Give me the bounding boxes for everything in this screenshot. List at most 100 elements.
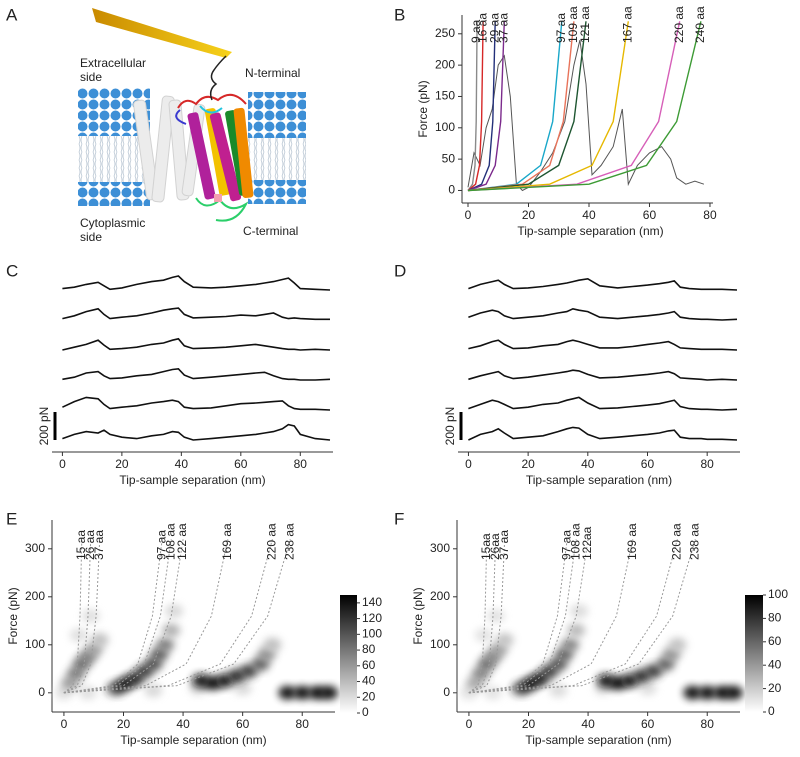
density-cell	[668, 637, 687, 652]
membrane-heads	[248, 92, 306, 138]
x-axis-title: Tip-sample separation (nm)	[120, 733, 266, 747]
x-tick-label: 0	[465, 457, 472, 471]
x-tick-label: 60	[234, 457, 248, 471]
colorbar-tick-label: 20	[768, 681, 782, 695]
density-cell	[156, 637, 175, 652]
density-cell	[144, 683, 163, 698]
fit-label: 240 aa	[693, 6, 707, 43]
fit-label: 37 aa	[92, 530, 106, 560]
colorbar-tick-label: 140	[362, 595, 382, 609]
fit-label: 220 aa	[670, 523, 684, 560]
x-tick-label: 40	[582, 208, 596, 222]
force-trace	[62, 337, 331, 351]
y-tick-label: 0	[38, 685, 45, 699]
density-cell	[81, 609, 100, 623]
x-tick-label: 60	[643, 208, 657, 222]
fit-label: 169 aa	[220, 523, 234, 560]
fit-label: 37 aa	[497, 530, 511, 560]
fit-label: 9 aa	[469, 19, 483, 43]
fit-label: 29 aa	[487, 13, 501, 43]
membrane-heads	[78, 182, 150, 206]
colorbar-tick-label: 100	[768, 587, 788, 601]
x-tick-label: 20	[521, 457, 535, 471]
y-tick-label: 300	[430, 541, 450, 555]
y-tick-label: 0	[443, 685, 450, 699]
membrane-heads	[248, 180, 306, 204]
colorbar	[340, 595, 357, 713]
fit-curve	[63, 539, 101, 694]
x-tick-label: 80	[703, 208, 717, 222]
force-trace	[62, 275, 331, 291]
panel-letter: E	[6, 509, 17, 528]
density-cell	[486, 609, 505, 623]
y-tick-label: 0	[448, 183, 455, 197]
x-axis-title: Tip-sample separation (nm)	[517, 224, 663, 238]
density-cell	[162, 623, 181, 638]
density-cell	[561, 637, 580, 652]
x-tick-label: 80	[701, 717, 715, 731]
fit-label: 15 aa	[74, 530, 88, 560]
fit-curve	[467, 21, 496, 192]
x-axis-title: Tip-sample separation (nm)	[525, 733, 671, 747]
y-tick-label: 100	[430, 637, 450, 651]
x-tick-label: 20	[115, 457, 129, 471]
y-tick-label: 100	[25, 637, 45, 651]
fit-label: 97 aa	[154, 530, 168, 560]
colorbar-tick-label: 100	[362, 627, 382, 641]
panel-a-diagram: A Extracellular side N-termina	[6, 5, 306, 244]
x-tick-label: 0	[466, 717, 473, 731]
y-tick-label: 250	[435, 26, 455, 40]
fit-label: 108 aa	[568, 523, 582, 560]
panel-letter: A	[6, 5, 18, 24]
force-trace	[62, 367, 331, 381]
density-cell	[233, 681, 252, 695]
density-cell	[69, 628, 88, 643]
x-tick-label: 80	[296, 717, 310, 731]
y-tick-label: 300	[25, 541, 45, 555]
fit-curve	[467, 21, 681, 192]
label: Extracellular	[80, 56, 146, 70]
membrane-tails	[248, 138, 306, 180]
colorbar-tick-label: 60	[768, 634, 782, 648]
panel-b: B 0 20 40 60 80 Tip-sample separation (nm) 0 50 1…	[394, 5, 717, 238]
panel-letter: B	[394, 5, 405, 24]
colorbar-tick-label: 20	[362, 689, 376, 703]
fit-curve	[63, 539, 83, 694]
fit-label: 167 aa	[620, 6, 634, 43]
x-axis-title: Tip-sample separation (nm)	[119, 473, 265, 487]
y-tick-label: 100	[435, 120, 455, 134]
colorbar	[745, 595, 763, 712]
colorbar-tick-label: 80	[362, 642, 376, 656]
y-axis-title: Force (pN)	[411, 587, 425, 644]
density-cell	[638, 681, 657, 695]
x-tick-label: 60	[641, 717, 655, 731]
x-tick-label: 40	[581, 717, 595, 731]
force-trace	[468, 369, 738, 381]
fit-curve	[63, 539, 229, 694]
fit-curve	[467, 21, 484, 192]
fit-label: 122 aa	[175, 523, 189, 560]
density-cell	[495, 633, 514, 647]
panel-c: C 0 20 40 60 80 Tip-sample separation (nm) 200 …	[6, 261, 333, 487]
x-tick-label: 80	[700, 457, 714, 471]
fit-label: 220 aa	[672, 6, 686, 43]
force-trace	[62, 307, 330, 321]
panel-letter: F	[394, 509, 404, 528]
density-cell	[320, 685, 339, 700]
force-trace	[467, 39, 705, 192]
density-cell	[263, 637, 282, 652]
force-trace	[468, 396, 738, 411]
x-tick-label: 0	[465, 208, 472, 222]
panel-f: F 0 20 40 60 80 Tip-sample separation (nm) 0 100…	[394, 509, 788, 747]
density-cell	[725, 685, 744, 700]
tether	[209, 55, 227, 101]
x-tick-label: 0	[61, 717, 68, 731]
density-cell	[293, 685, 312, 700]
density-cell	[567, 623, 586, 638]
fit-curve	[63, 539, 92, 694]
fit-label: 97 aa	[559, 530, 573, 560]
x-tick-label: 20	[522, 717, 536, 731]
density-cell	[698, 685, 717, 700]
